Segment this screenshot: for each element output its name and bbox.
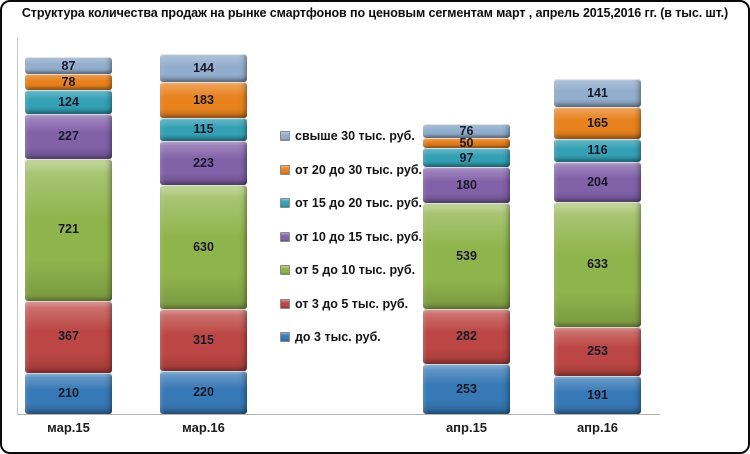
legend-swatch-icon xyxy=(280,131,290,141)
segment-value-label: 76 xyxy=(459,123,474,138)
segment-value-label: 141 xyxy=(587,85,608,100)
segment-value-label: 721 xyxy=(58,222,79,237)
segment-value-label: 204 xyxy=(587,174,608,189)
segment-value-label: 144 xyxy=(193,61,214,76)
legend-item: от 5 до 10 тыс. руб. xyxy=(280,263,422,277)
x-axis-label-апр.15: апр.15 xyxy=(445,420,488,435)
chart-legend: свыше 30 тыс. руб. от 20 до 30 тыс. руб. о… xyxy=(280,129,422,344)
segment-value-label: 282 xyxy=(456,329,477,344)
segment-value-label: 191 xyxy=(587,387,608,402)
bar-segment: 78 xyxy=(25,74,112,90)
bar-segment: 315 xyxy=(160,308,247,371)
bar-segment: 124 xyxy=(25,89,112,115)
segment-value-label: 183 xyxy=(193,93,214,108)
bar-segment: 253 xyxy=(423,364,510,414)
bar-segment: 115 xyxy=(160,118,247,142)
segment-value-label: 180 xyxy=(456,177,477,192)
chart-title: Структура количества продаж на рынке сма… xyxy=(21,6,729,20)
x-axis-label-апр.16: апр.16 xyxy=(576,420,619,435)
bar-segment: 539 xyxy=(423,202,510,309)
legend-item: от 15 до 20 тыс. руб. xyxy=(280,196,422,210)
stacked-bar-апр.16: 141 165 116 204 633 253 191 xyxy=(554,79,641,414)
legend-label: от 3 до 5 тыс. руб. xyxy=(295,296,409,311)
segment-value-label: 116 xyxy=(587,143,608,158)
bar-segment: 165 xyxy=(554,106,641,140)
legend-swatch-icon xyxy=(280,198,290,208)
segment-value-label: 630 xyxy=(193,239,214,254)
legend-label: от 10 до 15 тыс. руб. xyxy=(295,229,423,244)
segment-value-label: 633 xyxy=(587,257,608,272)
legend-swatch-icon xyxy=(280,332,290,342)
stacked-bar-апр.15: 76 50 97 180 539 282 253 xyxy=(423,123,510,414)
bar-segment: 191 xyxy=(554,376,641,414)
bar-segment: 116 xyxy=(554,139,641,163)
bar-segment: 223 xyxy=(160,141,247,185)
segment-value-label: 97 xyxy=(459,150,474,165)
segment-value-label: 165 xyxy=(587,115,608,130)
segment-value-label: 115 xyxy=(193,122,214,137)
segment-value-label: 78 xyxy=(61,74,76,89)
segment-value-label: 227 xyxy=(58,129,79,144)
bar-segment: 50 xyxy=(423,136,510,151)
stacked-bar-мар.15: 87 78 124 227 721 367 210 xyxy=(25,57,112,414)
bar-segment: 253 xyxy=(554,326,641,377)
bar-segment: 76 xyxy=(423,123,510,139)
legend-item: от 20 до 30 тыс. руб. xyxy=(280,163,422,177)
bar-segment: 630 xyxy=(160,184,247,309)
x-axis-line xyxy=(17,414,660,415)
bar-segment: 721 xyxy=(25,158,112,301)
legend-swatch-icon xyxy=(280,298,290,309)
x-axis-label-мар.16: мар.16 xyxy=(182,420,225,435)
bar-segment: 204 xyxy=(554,162,641,203)
legend-label: от 5 до 10 тыс. руб. xyxy=(295,263,416,277)
x-axis-label-мар.15: мар.15 xyxy=(47,420,90,435)
segment-value-label: 539 xyxy=(456,248,477,263)
bar-segment: 144 xyxy=(160,54,247,83)
y-axis-line xyxy=(17,38,18,414)
segment-value-label: 210 xyxy=(58,386,79,401)
legend-label: от 15 до 20 тыс. руб. xyxy=(295,196,423,210)
segment-value-label: 87 xyxy=(61,58,76,73)
segment-value-label: 253 xyxy=(456,381,477,396)
bar-segment: 633 xyxy=(554,202,641,327)
bar-segment: 183 xyxy=(160,82,247,119)
legend-item: от 3 до 5 тыс. руб. xyxy=(280,297,422,311)
segment-value-label: 367 xyxy=(58,329,79,344)
bar-segment: 97 xyxy=(423,148,510,168)
legend-label: до 3 тыс. руб. xyxy=(295,330,381,344)
segment-value-label: 220 xyxy=(193,385,214,400)
legend-item: от 10 до 15 тыс. руб. xyxy=(280,230,422,244)
legend-label: от 20 до 30 тыс. руб. xyxy=(295,162,423,177)
bar-segment: 180 xyxy=(423,167,510,203)
bar-segment: 282 xyxy=(423,308,510,365)
segment-value-label: 315 xyxy=(193,332,214,347)
bar-segment: 220 xyxy=(160,370,247,414)
legend-swatch-icon xyxy=(280,164,290,175)
bar-segment: 210 xyxy=(25,372,112,414)
legend-item: свыше 30 тыс. руб. xyxy=(280,129,422,143)
legend-swatch-icon xyxy=(280,265,290,275)
segment-value-label: 223 xyxy=(193,155,214,170)
legend-item: до 3 тыс. руб. xyxy=(280,330,422,344)
legend-swatch-icon xyxy=(280,231,290,242)
bar-segment: 367 xyxy=(25,300,112,373)
bar-segment: 141 xyxy=(554,79,641,107)
segment-value-label: 253 xyxy=(587,344,608,359)
legend-label: свыше 30 тыс. руб. xyxy=(295,129,415,143)
segment-value-label: 50 xyxy=(459,136,474,151)
bar-segment: 87 xyxy=(25,57,112,75)
bar-segment: 227 xyxy=(25,114,112,159)
segment-value-label: 124 xyxy=(58,94,79,109)
stacked-bar-мар.16: 144 183 115 223 630 315 220 xyxy=(160,54,247,414)
